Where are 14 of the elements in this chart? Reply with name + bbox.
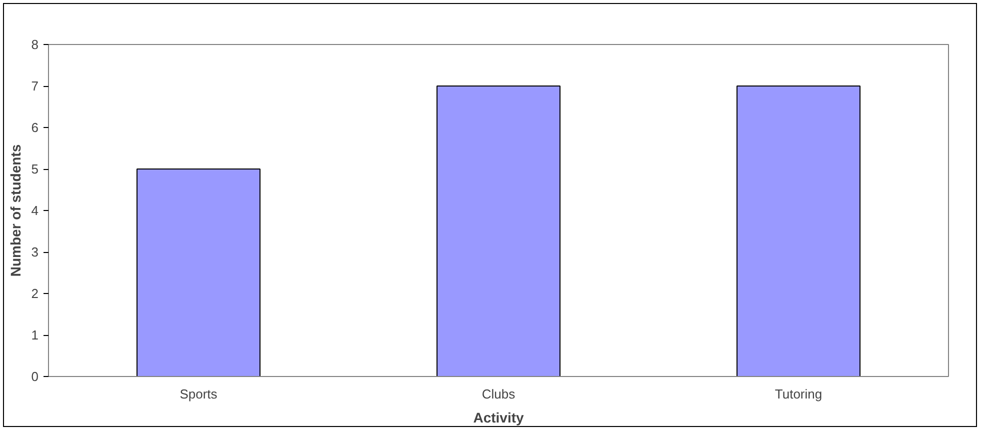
x-tick-label: Clubs (482, 386, 516, 402)
x-tick-label: Sports (180, 386, 218, 402)
y-tick-label: 2 (31, 286, 39, 301)
y-axis-title: Number of students (7, 144, 24, 277)
y-tick-label: 6 (31, 120, 39, 135)
y-tick-label: 3 (31, 244, 39, 260)
y-tick-label: 0 (31, 369, 39, 384)
y-tick-label: 5 (31, 162, 39, 176)
x-tick-label: Tutoring (774, 386, 822, 402)
y-tick-label: 8 (31, 37, 39, 52)
y-tick-label: 1 (31, 328, 39, 342)
y-tick-label: 7 (31, 78, 39, 94)
y-tick-label: 4 (31, 203, 39, 218)
x-axis-title: Activity (473, 410, 524, 426)
